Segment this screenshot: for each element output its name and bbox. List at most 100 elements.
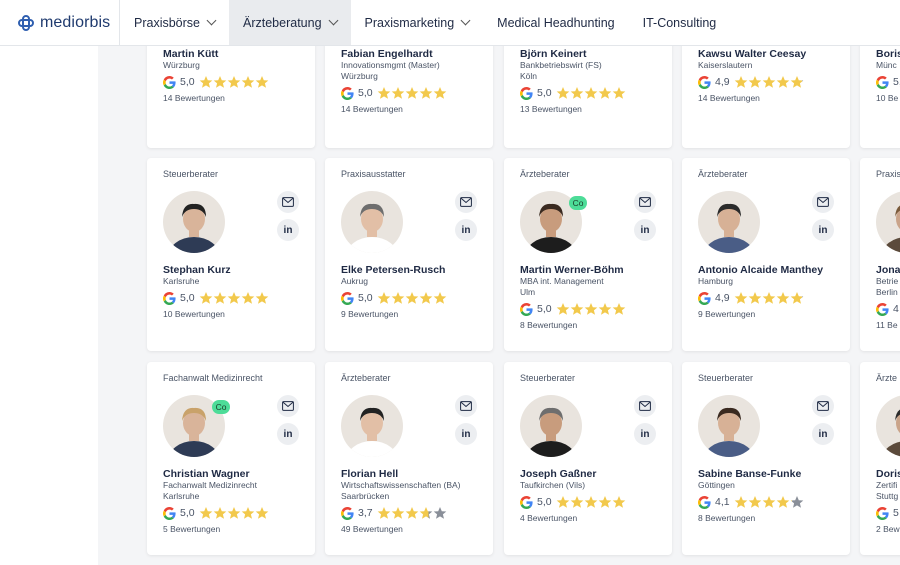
advisor-card[interactable]: Martin Kütt Würzburg 5,0 14 Bewertungen <box>147 46 315 148</box>
advisor-name[interactable]: Florian Hell <box>341 468 399 480</box>
advisor-card[interactable]: Steuerberater in Stephan Kurz Karlsruhe 5,… <box>147 158 315 351</box>
nav-item-4[interactable]: IT-Consulting <box>629 0 731 45</box>
linkedin-button[interactable]: in <box>812 219 834 241</box>
advisor-info: Martin Kütt Würzburg 5,0 14 Bewertungen <box>163 48 269 103</box>
advisor-name[interactable]: Doris <box>876 468 900 480</box>
review-count[interactable]: 5 Bewertungen <box>163 524 221 534</box>
star-rating <box>734 495 804 509</box>
email-button[interactable] <box>634 395 656 417</box>
email-button[interactable] <box>277 191 299 213</box>
avatar[interactable] <box>876 191 900 253</box>
advisor-detail: Innovationsmgmt (Master) <box>341 60 440 70</box>
advisor-card[interactable]: Steuerberater in Sabine Banse-Funke Göttin… <box>682 362 850 555</box>
advisor-card[interactable]: Praxis inJonaBetrieBerlin 4 11 Be <box>860 158 900 351</box>
star-icon <box>433 507 446 519</box>
star-icon <box>734 76 747 88</box>
linkedin-button[interactable]: in <box>455 423 477 445</box>
nav-item-2[interactable]: Praxismarketing <box>351 0 484 45</box>
review-count[interactable]: 14 Bewertungen <box>698 93 760 103</box>
advisor-name[interactable]: Stephan Kurz <box>163 264 231 276</box>
advisor-name[interactable]: Björn Keinert <box>520 48 587 60</box>
rating-score: 4 <box>893 303 899 315</box>
linkedin-button[interactable]: in <box>277 423 299 445</box>
review-count[interactable]: 8 Bewertungen <box>520 320 578 330</box>
nav-item-1[interactable]: Ärzteberatung <box>229 0 351 45</box>
email-button[interactable] <box>455 191 477 213</box>
avatar[interactable] <box>341 191 403 253</box>
co-badge: Co <box>212 400 230 414</box>
profile-photo <box>698 395 760 457</box>
review-count[interactable]: 11 Be <box>876 320 898 330</box>
review-count[interactable]: 2 Bew <box>876 524 900 534</box>
avatar[interactable] <box>698 191 760 253</box>
avatar[interactable] <box>876 395 900 457</box>
advisor-info: Elke Petersen-Rusch Aukrug 5,0 9 Bewertun… <box>341 264 447 319</box>
linkedin-button[interactable]: in <box>634 219 656 241</box>
advisor-detail: Berlin <box>876 287 898 297</box>
review-count[interactable]: 49 Bewertungen <box>341 524 403 534</box>
rating-score: 4,9 <box>715 292 730 304</box>
main-menu: Praxisbörse Ärzteberatung Praxismarketing M… <box>120 0 730 45</box>
advisor-card[interactable]: Praxisausstatter in Elke Petersen-Rusch Au… <box>325 158 493 351</box>
advisor-name[interactable]: Martin Werner-Böhm <box>520 264 624 276</box>
nav-item-3[interactable]: Medical Headhunting <box>483 0 628 45</box>
linkedin-button[interactable]: in <box>812 423 834 445</box>
avatar[interactable] <box>163 191 225 253</box>
advisor-detail: Stuttg <box>876 491 899 501</box>
star-icon <box>255 292 268 304</box>
advisor-name[interactable]: Martin Kütt <box>163 48 219 60</box>
star-icon <box>556 303 569 315</box>
linkedin-button[interactable]: in <box>277 219 299 241</box>
advisor-name[interactable]: Christian Wagner <box>163 468 250 480</box>
avatar[interactable] <box>341 395 403 457</box>
chevron-down-icon <box>460 15 471 26</box>
advisor-name[interactable]: Fabian Engelhardt <box>341 48 433 60</box>
google-icon <box>876 302 889 316</box>
google-icon <box>341 506 354 520</box>
review-count[interactable]: 8 Bewertungen <box>698 513 756 523</box>
advisor-card[interactable]: Fabian Engelhardt Innovationsmgmt (Master… <box>325 46 493 148</box>
advisor-card[interactable]: Björn Keinert Bankbetriebswirt (FS) Köln 5… <box>504 46 672 148</box>
advisor-card[interactable]: Ärzteberater Co in Martin Werner-Böhm MBA … <box>504 158 672 351</box>
advisor-name[interactable]: Antonio Alcaide Manthey <box>698 264 824 276</box>
email-button[interactable] <box>634 191 656 213</box>
review-count[interactable]: 14 Bewertungen <box>341 104 403 114</box>
brand-logo[interactable]: mediorbis <box>0 0 120 45</box>
advisor-name[interactable]: Kawsu Walter Ceesay <box>698 48 807 60</box>
star-icon <box>199 507 212 519</box>
review-count[interactable]: 10 Bewertungen <box>163 309 225 319</box>
advisor-card[interactable]: Steuerberater in Joseph Gaßner Taufkirchen… <box>504 362 672 555</box>
advisor-card[interactable]: Ärzteberater in Florian Hell Wirtschaftswi… <box>325 362 493 555</box>
google-rating: 4 <box>876 301 900 317</box>
review-count[interactable]: 14 Bewertungen <box>163 93 225 103</box>
review-count[interactable]: 13 Bewertungen <box>520 104 582 114</box>
advisor-card[interactable]: Fachanwalt Medizinrecht Co in Christian W… <box>147 362 315 555</box>
linkedin-button[interactable]: in <box>634 423 656 445</box>
email-button[interactable] <box>812 395 834 417</box>
advisor-name[interactable]: Elke Petersen-Rusch <box>341 264 446 276</box>
advisor-card[interactable]: Kawsu Walter Ceesay Kaiserslautern 4,9 14… <box>682 46 850 148</box>
star-icon <box>433 292 446 304</box>
linkedin-button[interactable]: in <box>455 219 477 241</box>
email-button[interactable] <box>455 395 477 417</box>
google-rating: 5,0 <box>520 85 626 101</box>
advisor-name[interactable]: Sabine Banse-Funke <box>698 468 802 480</box>
nav-item-0[interactable]: Praxisbörse <box>120 0 229 45</box>
advisor-card[interactable]: Ärzte inDorisZertifiStuttg 5 2 Bew <box>860 362 900 555</box>
advisor-name[interactable]: Boris <box>876 48 900 60</box>
review-count[interactable]: 9 Bewertungen <box>698 309 756 319</box>
review-count[interactable]: 10 Be <box>876 93 899 103</box>
linkedin-icon: in <box>640 428 650 440</box>
email-button[interactable] <box>277 395 299 417</box>
advisor-name[interactable]: Joseph Gaßner <box>520 468 597 480</box>
avatar[interactable] <box>698 395 760 457</box>
star-icon <box>213 507 226 519</box>
advisor-card[interactable]: Ärzteberater in Antonio Alcaide Manthey Ha… <box>682 158 850 351</box>
google-icon <box>520 302 533 316</box>
advisor-name[interactable]: Jona <box>876 264 900 276</box>
review-count[interactable]: 9 Bewertungen <box>341 309 399 319</box>
avatar[interactable] <box>520 395 582 457</box>
email-button[interactable] <box>812 191 834 213</box>
review-count[interactable]: 4 Bewertungen <box>520 513 578 523</box>
